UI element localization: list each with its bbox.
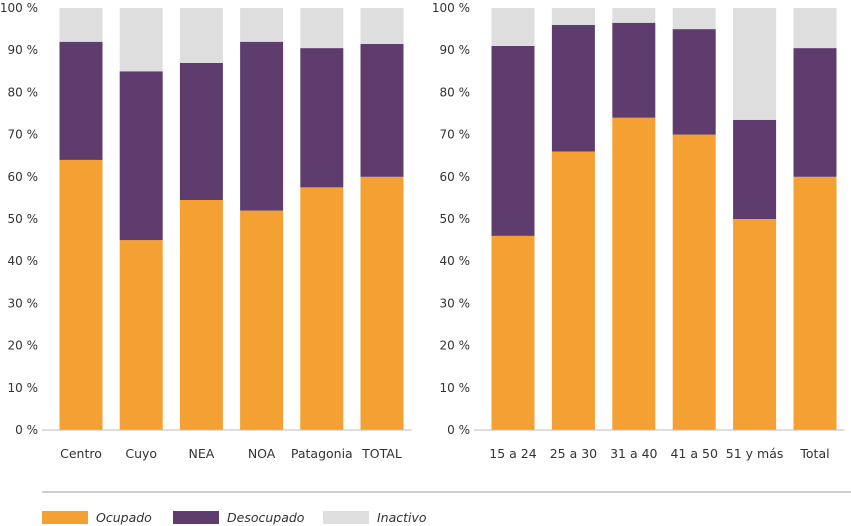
x-tick-label: 51 y más (726, 446, 784, 461)
bar-desocupado-total (793, 48, 837, 177)
bar-ocupado-41-a-50 (672, 134, 716, 430)
bar-ocupado-total (793, 176, 837, 430)
legend-label-inactivo: Inactivo (377, 510, 427, 525)
bar-inactivo-51-y-mas (733, 8, 777, 120)
x-tick-label: 41 a 50 (670, 446, 717, 461)
bar-ocupado-15-a-24 (491, 235, 535, 430)
bar-desocupado-15-a-24 (491, 45, 535, 236)
x-tick-label: 15 a 24 (489, 446, 536, 461)
legend: Ocupado Desocupado Inactivo (42, 510, 427, 525)
x-tick-label: 25 a 30 (550, 446, 597, 461)
x-tick-label: NEA (188, 446, 214, 461)
chart-panel-age-groups: 0 % 10 % 20 % 30 % 40 % 50 % 60 % 70 % 80 % 90 % 1… (432, 1, 845, 461)
x-tick-label: Cuyo (125, 446, 157, 461)
bar-desocupado-patagonia (300, 48, 344, 188)
bar-inactivo-patagonia (300, 8, 344, 49)
y-tick-label: 10 % (8, 381, 39, 395)
y-tick-label: 30 % (440, 296, 471, 310)
y-tick-label: 80 % (8, 85, 39, 99)
y-tick-label: 100 % (432, 1, 470, 15)
y-tick-label: 60 % (8, 170, 39, 184)
legend-label-ocupado: Ocupado (96, 510, 152, 525)
y-tick-label: 40 % (440, 254, 471, 268)
y-tick-label: 50 % (440, 212, 471, 226)
y-tick-label: 100 % (0, 1, 38, 15)
x-tick-label: Centro (60, 446, 102, 461)
y-tick-label: 90 % (8, 43, 39, 57)
bar-ocupado-total (360, 176, 404, 430)
y-tick-label: 40 % (8, 254, 39, 268)
x-tick-label: Patagonia (291, 446, 353, 461)
y-tick-label: 70 % (8, 128, 39, 142)
bar-desocupado-51-y-mas (733, 119, 777, 219)
y-tick-label: 90 % (440, 43, 471, 57)
bar-ocupado-nea (179, 200, 223, 430)
legend-swatch-desocupado (173, 511, 219, 524)
legend-swatch-ocupado (42, 511, 88, 524)
bar-inactivo-total (793, 8, 837, 49)
y-tick-label: 10 % (440, 381, 471, 395)
y-tick-label: 50 % (8, 212, 39, 226)
legend-label-desocupado: Desocupado (227, 510, 305, 525)
y-tick-label: 80 % (440, 85, 471, 99)
y-tick-label: 20 % (8, 339, 39, 353)
x-tick-label: 31 a 40 (610, 446, 657, 461)
bar-desocupado-nea (179, 62, 223, 201)
bar-ocupado-centro (59, 159, 103, 431)
bar-desocupado-41-a-50 (672, 29, 716, 135)
bar-desocupado-centro (59, 41, 103, 160)
bar-inactivo-nea (179, 8, 223, 63)
chart-panel-regions: 0 % 10 % 20 % 30 % 40 % 50 % 60 % 70 % 80 % 90 % 1… (0, 1, 412, 461)
y-tick-label: 20 % (440, 339, 471, 353)
x-tick-label: Total (799, 446, 829, 461)
bar-ocupado-31-a-40 (612, 117, 656, 430)
y-tick-label: 30 % (8, 296, 39, 310)
bar-desocupado-25-a-30 (551, 24, 595, 152)
bar-desocupado-31-a-40 (612, 22, 656, 118)
bar-desocupado-cuyo (119, 71, 163, 241)
bar-inactivo-total (360, 8, 404, 44)
x-tick-label: TOTAL (361, 446, 402, 461)
y-tick-label: 0 % (447, 423, 470, 437)
bar-inactivo-15-a-24 (491, 8, 535, 46)
bar-inactivo-31-a-40 (612, 8, 656, 23)
bar-ocupado-25-a-30 (551, 151, 595, 431)
bar-inactivo-25-a-30 (551, 8, 595, 25)
bar-inactivo-41-a-50 (672, 8, 716, 30)
legend-swatch-inactivo (323, 511, 369, 524)
y-tick-label: 70 % (440, 128, 471, 142)
bar-inactivo-cuyo (119, 8, 163, 72)
bar-ocupado-patagonia (300, 187, 344, 430)
bar-inactivo-noa (240, 8, 284, 42)
y-tick-label: 60 % (440, 170, 471, 184)
x-tick-label: NOA (248, 446, 276, 461)
bar-ocupado-noa (240, 210, 284, 430)
bar-ocupado-51-y-mas (733, 219, 777, 430)
y-tick-label: 0 % (15, 423, 38, 437)
bar-desocupado-total (360, 43, 404, 177)
bar-ocupado-cuyo (119, 240, 163, 430)
bar-inactivo-centro (59, 8, 103, 42)
bar-desocupado-noa (240, 41, 284, 211)
